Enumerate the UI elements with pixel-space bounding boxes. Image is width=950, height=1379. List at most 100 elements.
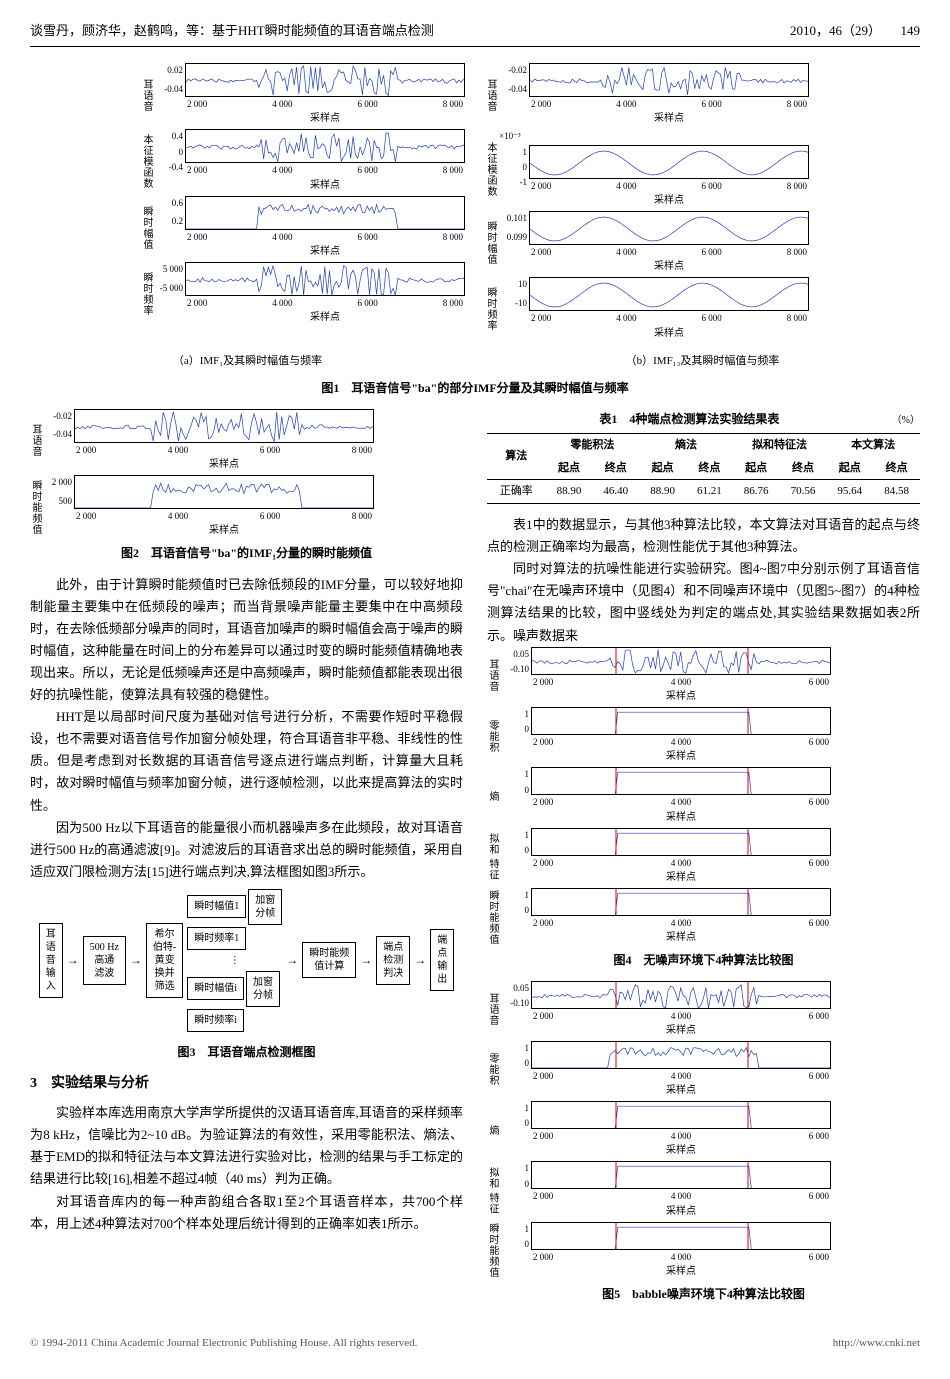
chart-plot: [185, 262, 465, 296]
y-axis-label: 拟和 特征: [487, 833, 501, 881]
y-axis-label: 瞬时能频值: [487, 890, 501, 945]
figure-5: 耳语音0.05-0.102 0004 0006 000采样点零能积102 000…: [487, 981, 920, 1280]
th-sub: 终点: [780, 457, 827, 480]
chart-plot: [531, 828, 831, 856]
y-axis-label: 耳语音: [487, 993, 501, 1026]
arrow-icon: →: [360, 950, 372, 970]
y-axis-label: 零能积: [487, 720, 501, 753]
right-column: 表1 4种端点检测算法实验结果表 （%） 算法 零能积法 熵法 拟和特征法 本文…: [487, 409, 920, 1315]
figure-3: 耳 语 音 输 入 → 500 Hz 高通 滤波 → 希尔 伯特- 黄变 换并 …: [30, 883, 463, 1038]
th-sub: 起点: [639, 457, 686, 480]
chart-plot: [185, 129, 465, 163]
y-axis-label: 瞬时能频值: [487, 1223, 501, 1278]
chart-plot: [531, 1222, 831, 1250]
y-axis-label: 拟和 特征: [487, 1167, 501, 1215]
fig2-caption: 图2 耳语音信号"ba"的IMF₁分量的瞬时能频值: [30, 543, 463, 563]
footer: © 1994-2011 China Academic Journal Elect…: [30, 1334, 920, 1353]
flow-win1: 加窗 分帧: [248, 889, 282, 925]
fig1-caption: 图1 耳语音信号"ba"的部分IMF分量及其瞬时幅值与频率: [30, 378, 920, 398]
chart-plot: [531, 1161, 831, 1189]
y-axis-label: 瞬时频率: [485, 287, 499, 331]
left-column: 耳语音-0.02-0.042 0004 0006 0008 000采样点瞬时能频…: [30, 409, 463, 1315]
header-issue: 2010，46（29）: [790, 23, 875, 38]
table-cell: 86.76: [733, 480, 780, 504]
y-axis-label: 耳语音: [485, 79, 499, 112]
footer-left: © 1994-2011 China Academic Journal Elect…: [30, 1334, 417, 1353]
para-4: 表1中的数据显示，与其他3种算法比较，本文算法对耳语音的起点与终点的检测正确率均…: [487, 514, 920, 558]
header-left: 谈雪丹，顾济华，赵鹤鸣，等：基于HHT瞬时能频值的耳语音端点检测: [30, 20, 434, 42]
table1-title: 表1 4种端点检测算法实验结果表: [487, 409, 892, 429]
arrow-icon: →: [414, 950, 426, 970]
chart-plot: [185, 63, 465, 97]
chart-plot: [531, 767, 831, 795]
chart-plot: [529, 145, 809, 179]
arrow-icon: →: [67, 950, 79, 970]
table-1: 算法 零能积法 熵法 拟和特征法 本文算法 起点终点起点终点起点终点起点终点 正…: [487, 433, 920, 504]
table-cell: 46.40: [592, 480, 639, 504]
fig4-caption: 图4 无噪声环境下4种算法比较图: [487, 950, 920, 970]
table1-unit: （%）: [892, 412, 920, 429]
y-axis-label: 瞬时幅值: [141, 206, 155, 250]
para-5: 同时对算法的抗噪性能进行实验研究。图4~图7中分别示例了耳语音信号"chai"在…: [487, 558, 920, 646]
y-axis-label: 本征模函数: [485, 142, 499, 197]
row-label: 正确率: [487, 480, 546, 504]
chart-plot: [185, 196, 465, 230]
th-sub: 终点: [873, 457, 920, 480]
flow-win2: 加窗 分帧: [246, 971, 280, 1007]
chart-plot: [531, 1101, 831, 1129]
y-axis-label: 瞬时幅值: [485, 221, 499, 265]
page-header: 谈雪丹，顾济华，赵鹤鸣，等：基于HHT瞬时能频值的耳语音端点检测 2010，46…: [30, 20, 920, 47]
flow-hht: 希尔 伯特- 黄变 换并 筛选: [146, 923, 183, 998]
flow-detect: 端点 检测 判决: [376, 936, 410, 985]
y-axis-label: 瞬时频率: [141, 272, 155, 316]
flow-frqi: 瞬时频率i: [187, 1009, 244, 1032]
th-g1: 零能积法: [546, 434, 640, 457]
fig1-sub-a: （a）IMF₁及其瞬时幅值与频率: [30, 352, 465, 371]
chart-plot: [531, 888, 831, 916]
chart-plot: [531, 1041, 831, 1069]
y-axis-label: 耳语音: [141, 79, 155, 112]
th-g4: 本文算法: [826, 434, 920, 457]
arrow-icon: →: [286, 950, 298, 970]
flow-hp: 500 Hz 高通 滤波: [83, 936, 126, 985]
flow-input: 耳 语 音 输 入: [39, 923, 63, 998]
y-axis-label: 零能积: [487, 1053, 501, 1086]
chart-plot: [529, 277, 809, 311]
y-axis-label: 耳语音: [30, 424, 44, 457]
th-g2: 熵法: [639, 434, 733, 457]
figure-1: 耳语音0.02-0.042 0004 0006 0008 000采样点本征模函数…: [30, 63, 920, 341]
fig3-caption: 图3 耳语音端点检测框图: [30, 1042, 463, 1062]
chart-plot: [529, 63, 809, 97]
th-sub: 终点: [592, 457, 639, 480]
para-1: 此外，由于计算瞬时能频值时已去除低频段的IMF分量，可以较好地抑制能量主要集中在…: [30, 574, 463, 707]
th-sub: 起点: [546, 457, 593, 480]
table-cell: 70.56: [780, 480, 827, 504]
para-3: 因为500 Hz以下耳语音的能量很小而机器噪声多在此频段，故对耳语音进行500 …: [30, 817, 463, 883]
flow-ampi: 瞬时幅值i: [187, 977, 244, 1000]
section-3-title: 3 实验结果与分析: [30, 1072, 463, 1096]
table-cell: 88.90: [639, 480, 686, 504]
y-axis-label: 耳语音: [487, 659, 501, 692]
flow-frq1: 瞬时频率1: [187, 927, 246, 950]
th-g3: 拟和特征法: [733, 434, 827, 457]
y-axis-label: 熵: [487, 791, 501, 802]
chart-plot: [531, 647, 831, 675]
y-axis-label: 本征模函数: [141, 134, 155, 189]
figure-2: 耳语音-0.02-0.042 0004 0006 0008 000采样点瞬时能频…: [30, 409, 463, 540]
figure-4: 耳语音0.05-0.102 0004 0006 000采样点零能积102 000…: [487, 647, 920, 946]
table-cell: 88.90: [546, 480, 593, 504]
flow-dots: ⋮: [187, 952, 282, 969]
flow-amp1: 瞬时幅值1: [187, 895, 246, 918]
fig1-sub-b: （b）IMF₁₃及其瞬时幅值与频率: [485, 352, 920, 371]
th-sub: 起点: [733, 457, 780, 480]
chart-plot: [529, 211, 809, 245]
th-algo: 算法: [487, 434, 546, 480]
para-2: HHT是以局部时间尺度为基础对信号进行分析，不需要作短时平稳假设，也不需要对语音…: [30, 706, 463, 816]
flow-output: 端 点 输 出: [430, 929, 454, 991]
table-cell: 61.21: [686, 480, 733, 504]
sec3-p2: 对耳语音库内的每一种声韵组合各取1至2个耳语音样本，共700个样本，用上述4种算…: [30, 1191, 463, 1235]
arrow-icon: →: [130, 950, 142, 970]
y-axis-label: 熵: [487, 1125, 501, 1136]
fig5-caption: 图5 babble噪声环境下4种算法比较图: [487, 1284, 920, 1304]
chart-plot: [74, 475, 374, 509]
